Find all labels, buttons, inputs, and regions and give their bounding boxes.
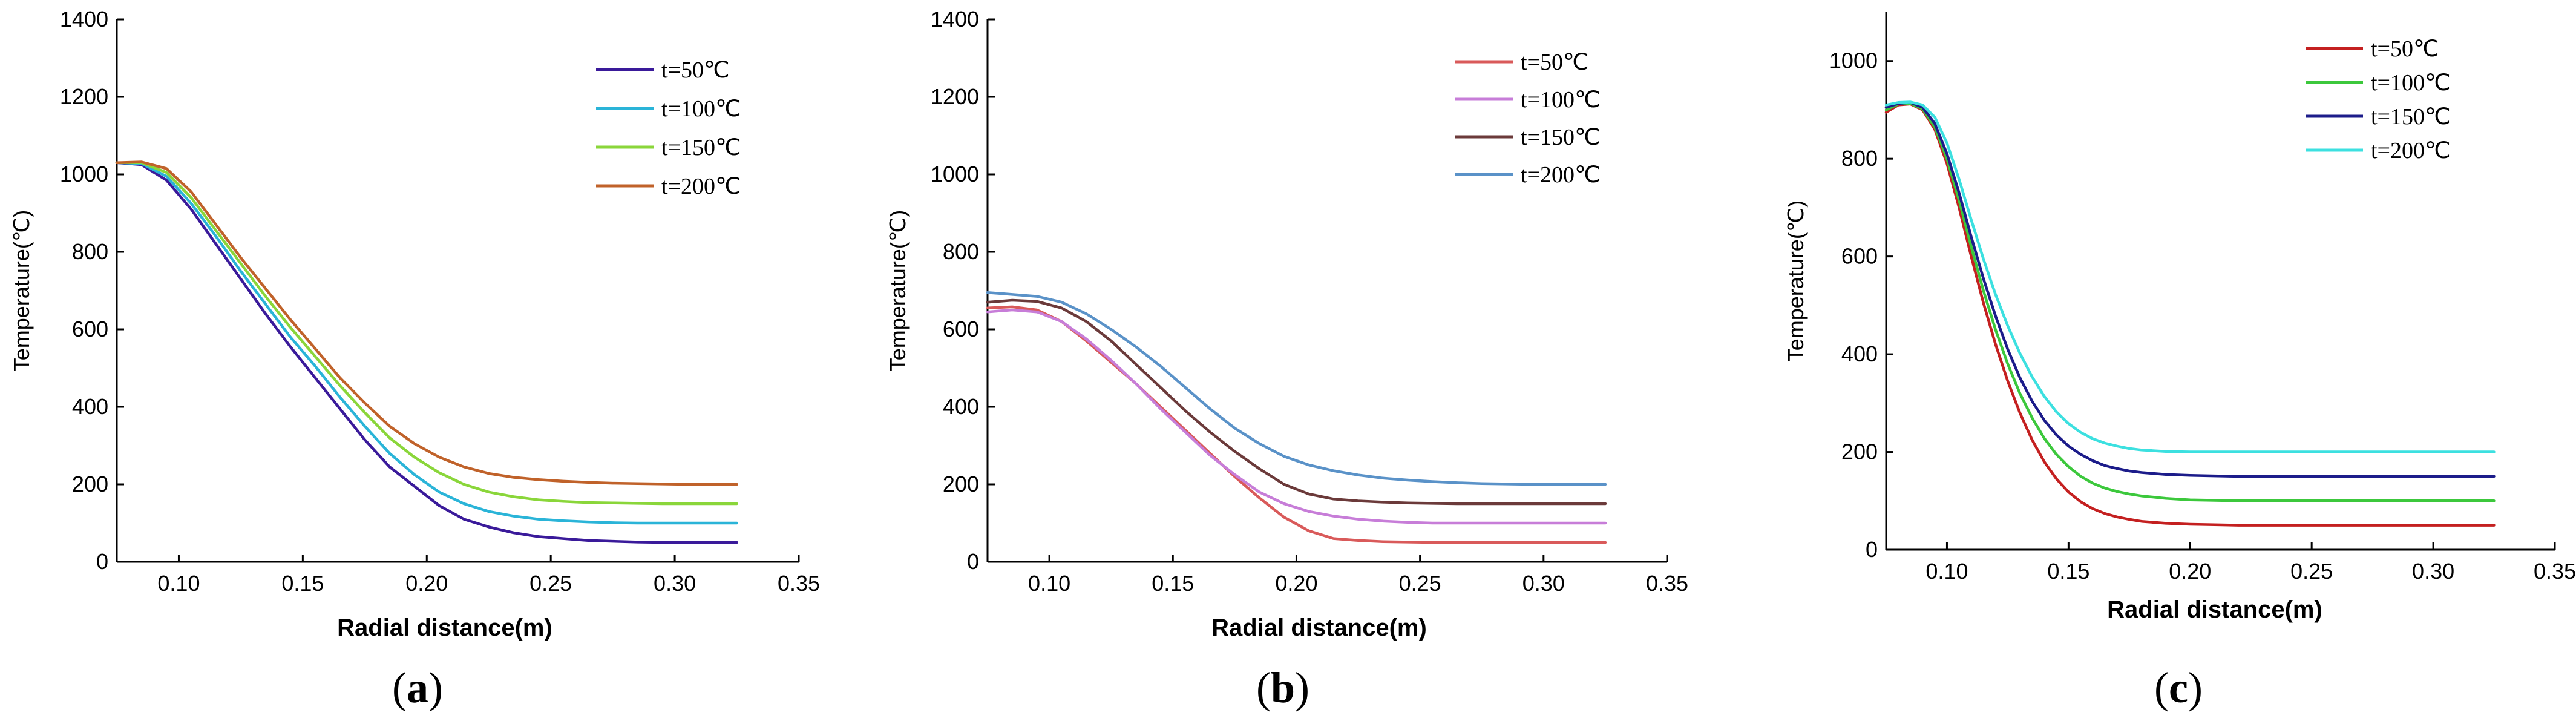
chart-c-legend-label: t=50℃	[2371, 36, 2439, 62]
chart-b-series-line-1	[986, 305, 1607, 544]
chart-c-x-tick-label: 0.15	[2047, 559, 2089, 584]
chart-b-series-line-2	[986, 308, 1607, 525]
chart-b-legend-label: t=150℃	[1521, 125, 1601, 150]
chart-a-y-tick-label: 1000	[60, 162, 108, 186]
chart-a-x-tick-label: 0.20	[405, 571, 448, 596]
chart-c-legend-label: t=100℃	[2371, 70, 2451, 96]
chart-a-series-line-1	[115, 161, 738, 544]
chart-c-series-line-3	[1884, 101, 2496, 478]
chart-c-x-axis-title: Radial distance(m)	[2107, 596, 2322, 623]
chart-panel-a: 0 200 400 600 800 1000 1200 1400 0.10 0.15 0.20 0.2…	[9, 7, 820, 641]
chart-b-y-tick-label: 0	[967, 549, 979, 574]
chart-b-x-tick-label: 0.35	[1646, 571, 1688, 596]
chart-c-legend-label: t=150℃	[2371, 104, 2451, 130]
chart-a-legend-label: t=100℃	[661, 96, 741, 122]
chart-a-x-tick-label: 0.35	[778, 571, 820, 596]
chart-a-series-line-2	[115, 161, 738, 525]
chart-b-x-tick-label: 0.30	[1522, 571, 1565, 596]
chart-a-x-tick-label: 0.30	[654, 571, 696, 596]
chart-b-x-tick-label: 0.20	[1275, 571, 1317, 596]
chart-b-y-tick-label: 600	[943, 317, 979, 341]
chart-b-y-tick-label: 800	[943, 239, 979, 264]
chart-c-y-tick-label: 600	[1841, 244, 1878, 269]
chart-b-y-tick-label: 1200	[931, 84, 979, 109]
panel-label-a: (a)	[392, 664, 443, 712]
chart-a-x-tick-label: 0.25	[529, 571, 572, 596]
chart-a-x-tick-label: 0.10	[157, 571, 200, 596]
chart-a-legend-label: t=50℃	[661, 58, 730, 83]
panel-label-c: (c)	[2154, 664, 2203, 712]
chart-c-legend-label: t=200℃	[2371, 138, 2451, 163]
chart-c-y-tick-label: 200	[1841, 440, 1878, 464]
chart-b-legend: t=50℃ t=100℃ t=150℃ t=200℃	[1455, 50, 1601, 188]
chart-b-y-tick-label: 200	[943, 472, 979, 496]
chart-b-y-axis-title: Temperature(℃)	[885, 210, 910, 372]
chart-a-series-line-3	[115, 161, 738, 506]
chart-panel-b: 0 200 400 600 800 1000 1200 1400 0.10 0.15 0.20 0.2…	[885, 7, 1688, 641]
chart-c-y-tick-label: 1000	[1829, 48, 1878, 73]
chart-c-y-tick-label: 800	[1841, 146, 1878, 171]
chart-a-y-tick-label: 200	[72, 472, 108, 496]
chart-a-series-line-4	[115, 160, 738, 486]
chart-a-y-tick-label: 0	[96, 549, 108, 574]
chart-c-x-tick-label: 0.35	[2534, 559, 2576, 584]
panel-label-b: (b)	[1256, 664, 1309, 712]
chart-panel-c: 0 200 400 600 800 1000 0.10 0.15 0.20 0.25 0.30 0.3…	[1783, 12, 2576, 623]
chart-a-x-axis-title: Radial distance(m)	[337, 614, 552, 641]
chart-a-y-tick-label: 400	[72, 394, 108, 419]
chart-c-y-tick-label: 0	[1866, 537, 1878, 562]
chart-b-series-line-3	[986, 298, 1607, 506]
chart-b-y-tick-label: 1000	[931, 162, 979, 186]
chart-c-series-line-4	[1884, 100, 2496, 453]
chart-c-x-tick-label: 0.25	[2290, 559, 2333, 584]
chart-b-series-line-4	[986, 291, 1607, 486]
chart-c-series-line-2	[1884, 102, 2496, 502]
chart-a-y-tick-label: 600	[72, 317, 108, 341]
chart-c-x-tick-label: 0.10	[1925, 559, 1968, 584]
chart-a-y-tick-label: 800	[72, 239, 108, 264]
chart-a-legend: t=50℃ t=100℃ t=150℃ t=200℃	[596, 58, 741, 199]
chart-c-legend: t=50℃ t=100℃ t=150℃ t=200℃	[2306, 36, 2451, 163]
chart-b-legend-label: t=100℃	[1521, 87, 1601, 113]
chart-b-y-tick-label: 400	[943, 394, 979, 419]
chart-a-x-tick-label: 0.15	[281, 571, 324, 596]
chart-b-y-tick-label: 1400	[931, 7, 979, 31]
chart-a-y-tick-label: 1400	[60, 7, 108, 31]
chart-b-x-tick-label: 0.15	[1152, 571, 1194, 596]
chart-c-x-tick-label: 0.20	[2169, 559, 2211, 584]
chart-b-x-tick-label: 0.25	[1399, 571, 1441, 596]
chart-c-y-axis-title: Temperature(℃)	[1783, 200, 1808, 362]
chart-b-x-axis-title: Radial distance(m)	[1211, 614, 1427, 641]
chart-b-legend-label: t=50℃	[1521, 50, 1589, 75]
chart-a-y-tick-label: 1200	[60, 84, 108, 109]
chart-b-x-tick-label: 0.10	[1028, 571, 1070, 596]
chart-a-y-axis-title: Temperature(℃)	[9, 210, 34, 372]
chart-c-x-tick-label: 0.30	[2412, 559, 2454, 584]
chart-a-legend-label: t=150℃	[661, 135, 741, 160]
chart-c-series-line-1	[1884, 102, 2496, 527]
chart-a-legend-label: t=200℃	[661, 174, 741, 199]
chart-b-legend-label: t=200℃	[1521, 162, 1601, 188]
chart-c-y-tick-label: 400	[1841, 341, 1878, 366]
